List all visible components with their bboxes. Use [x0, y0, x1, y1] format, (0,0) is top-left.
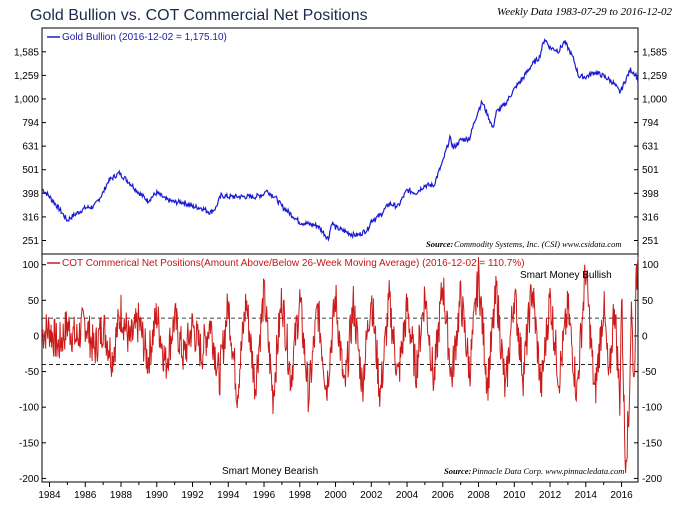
- cot-y-tick-label-right: 50: [642, 296, 654, 307]
- cot-y-tick-label: 100: [22, 260, 39, 271]
- gold-y-tick-label: 1,585: [14, 47, 39, 58]
- gold-bullion-series-line: [42, 38, 639, 242]
- x-tick-label: 1986: [74, 490, 97, 501]
- cot-y-tick-label: 50: [28, 296, 40, 307]
- smart-money-bullish-annotation: Smart Money Bullish: [520, 270, 612, 281]
- x-tick-label: 2012: [539, 490, 562, 501]
- x-axis: 1984 1986 1988 1990 1992 1994 1996 1998 2000 2002…: [38, 482, 633, 501]
- gold-y-tick-label: 1,000: [14, 94, 39, 105]
- x-tick-label: 1990: [146, 490, 169, 501]
- gold-y-axis-right: 1,585 1,259 1,000 794 631 501 398 316 251: [634, 47, 667, 247]
- x-tick-label: 1992: [181, 490, 204, 501]
- cot-y-tick-label-right: -50: [642, 367, 657, 378]
- gold-y-tick-label: 501: [22, 165, 39, 176]
- gold-y-tick-label: 398: [22, 189, 39, 200]
- x-tick-label: 2010: [503, 490, 526, 501]
- cot-y-tick-label-right: -200: [642, 474, 662, 485]
- cot-y-tick-label-right: -150: [642, 438, 662, 449]
- x-tick-label: 1996: [253, 490, 276, 501]
- gold-y-tick-label-right: 1,000: [642, 94, 667, 105]
- gold-y-axis-left: 1,585 1,259 1,000 794 631 501 398 316 251: [14, 47, 46, 247]
- gold-y-tick-label-right: 316: [642, 212, 659, 223]
- gold-panel-frame: [41, 27, 639, 255]
- cot-y-tick-label: -200: [19, 474, 39, 485]
- x-tick-label: 2000: [324, 490, 347, 501]
- x-tick-label: 2002: [360, 490, 383, 501]
- x-tick-label: 2004: [396, 490, 419, 501]
- x-tick-label: 1994: [217, 490, 240, 501]
- gold-y-tick-label: 1,259: [14, 71, 39, 82]
- gold-y-tick-label-right: 398: [642, 189, 659, 200]
- cot-y-tick-label: -50: [25, 367, 40, 378]
- cot-panel-frame: [41, 253, 639, 483]
- cot-y-tick-label-right: -100: [642, 403, 662, 414]
- x-tick-label: 2016: [610, 490, 633, 501]
- x-tick-label: 1988: [110, 490, 133, 501]
- smart-money-bearish-annotation: Smart Money Bearish: [222, 466, 318, 477]
- gold-y-tick-label-right: 251: [642, 236, 659, 247]
- gold-y-tick-label: 794: [22, 118, 39, 129]
- cot-net-positions-series-line: [41, 257, 639, 474]
- gold-y-tick-label-right: 1,585: [642, 47, 667, 58]
- gold-source-label: Source:: [426, 239, 454, 249]
- gold-legend: Gold Bullion (2016-12-02 = 1,175.10): [47, 32, 227, 43]
- date-range-subtitle: Weekly Data 1983-07-29 to 2016-12-02: [497, 6, 672, 18]
- x-tick-label: 2014: [575, 490, 598, 501]
- gold-y-tick-label: 316: [22, 212, 39, 223]
- cot-y-tick-label: 0: [33, 331, 39, 342]
- x-tick-label: 1998: [289, 490, 312, 501]
- x-tick-label: 2006: [432, 490, 455, 501]
- cot-y-tick-label-right: 0: [642, 331, 648, 342]
- gold-source-text: Commodity Systems, Inc. (CSI) www.csidat…: [454, 239, 621, 249]
- x-tick-label: 2008: [467, 490, 490, 501]
- gold-y-tick-label-right: 501: [642, 165, 659, 176]
- gold-y-tick-label-right: 631: [642, 142, 659, 153]
- gold-y-tick-label: 251: [22, 236, 39, 247]
- gold-y-tick-label-right: 1,259: [642, 71, 667, 82]
- cot-y-tick-label: -100: [19, 403, 39, 414]
- cot-y-tick-label-right: 100: [642, 260, 659, 271]
- x-tick-label: 1984: [38, 490, 61, 501]
- gold-y-tick-label-right: 794: [642, 118, 659, 129]
- cot-reference-lines: [42, 317, 638, 365]
- cot-y-tick-label: -150: [19, 438, 39, 449]
- gold-y-tick-label: 631: [22, 142, 39, 153]
- cot-source-text: Pinnacle Data Corp. www.pinnacledata.com: [471, 466, 624, 476]
- cot-legend: COT Commerical Net Positions(Amount Abov…: [47, 258, 525, 269]
- gold-legend-label: Gold Bullion (2016-12-02 = 1,175.10): [62, 32, 227, 43]
- cot-source-label: Source:: [444, 466, 472, 476]
- cot-legend-label: COT Commerical Net Positions(Amount Abov…: [62, 258, 525, 269]
- chart-title: Gold Bullion vs. COT Commercial Net Posi…: [30, 7, 368, 24]
